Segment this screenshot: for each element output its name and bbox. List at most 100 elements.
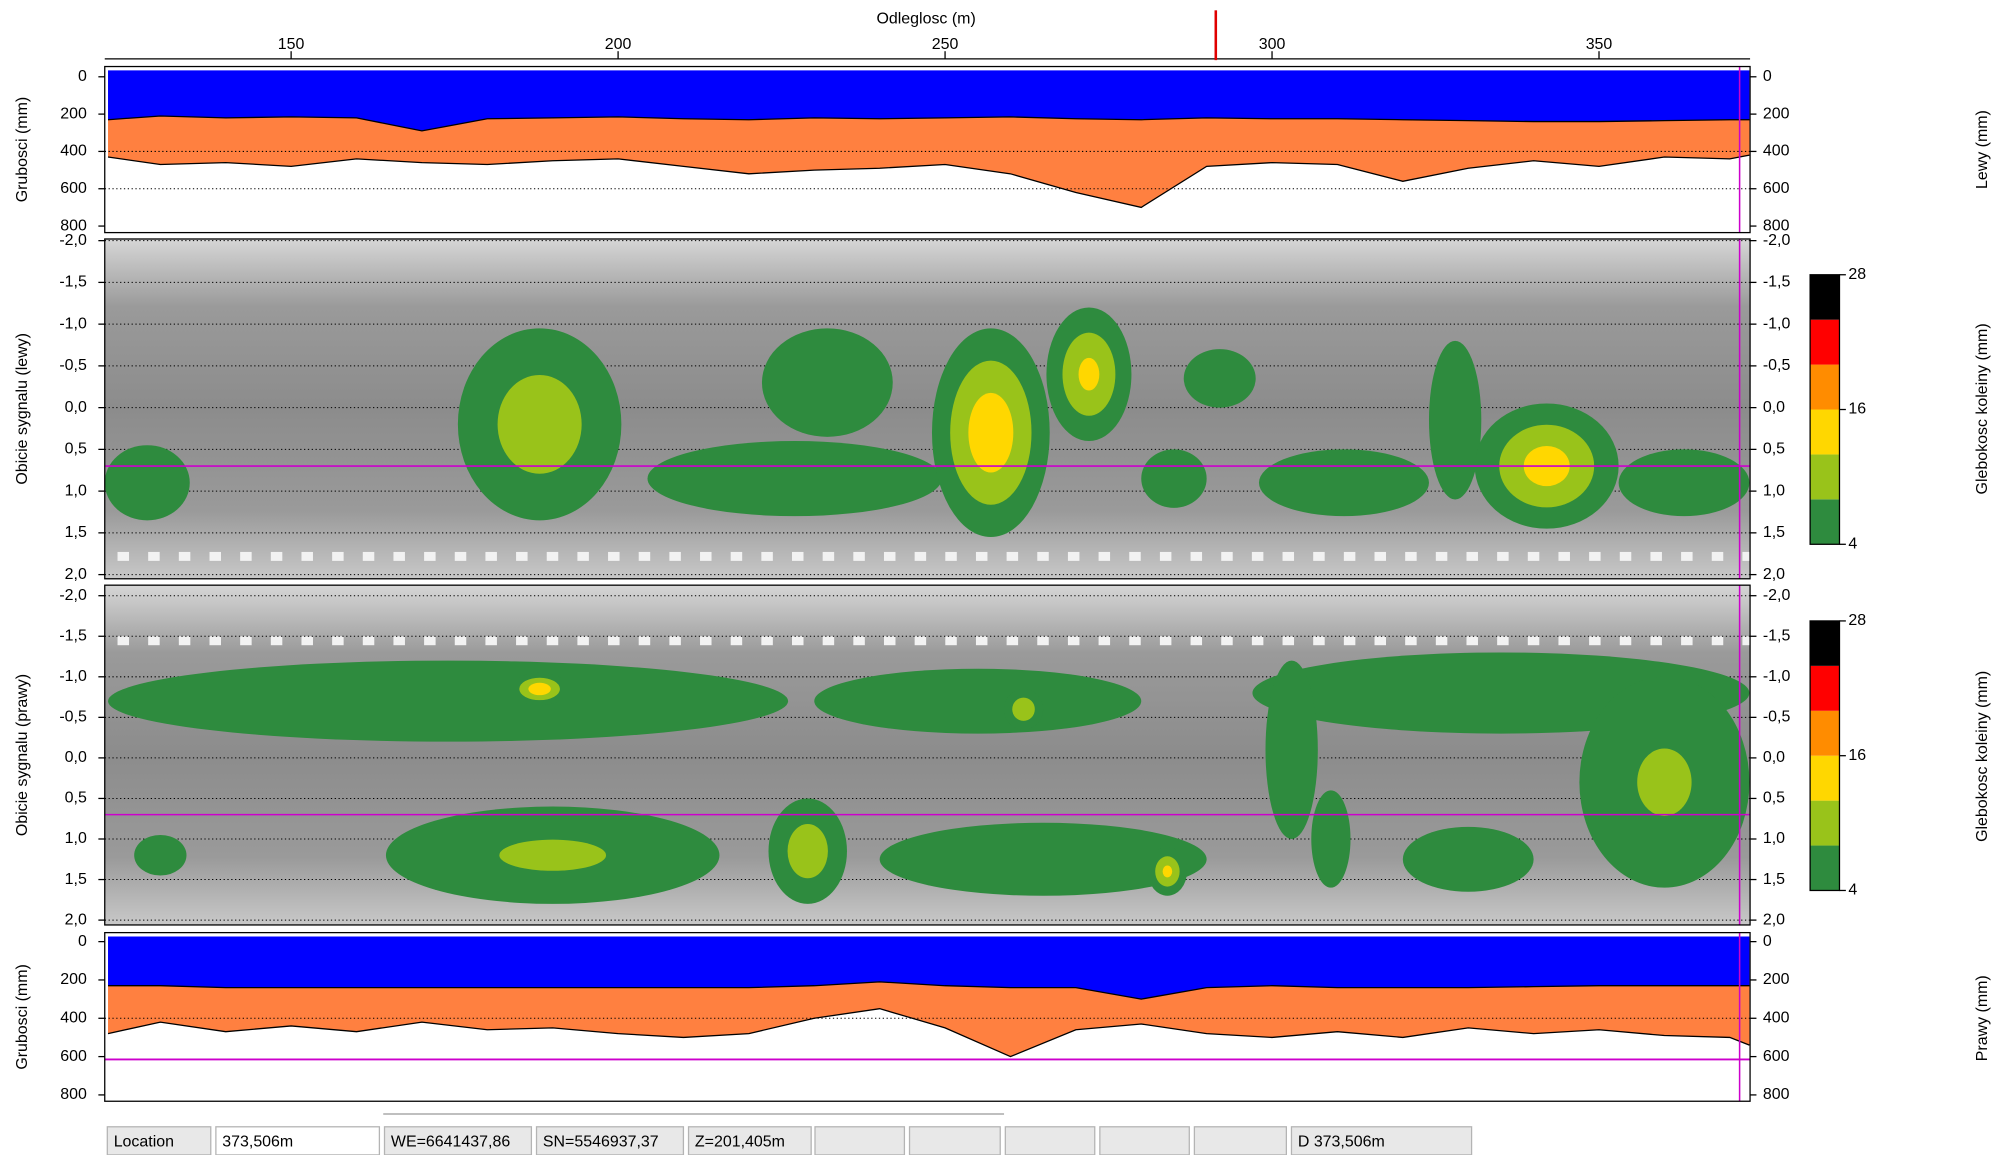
rut-blob [1429, 341, 1481, 500]
x-tick-label: 350 [1586, 36, 1613, 53]
y-tick-label: -1,0 [59, 668, 87, 685]
panel: 41628-2,0-2,0-1,5-1,5-1,0-1,0-0,5-0,50,0… [14, 232, 1991, 583]
status-cell [815, 1127, 904, 1155]
lane-mark [271, 552, 282, 561]
lane-mark [853, 552, 864, 561]
colorbar-segment [1810, 756, 1839, 801]
lane-mark [639, 552, 650, 561]
colorbar-segment [1810, 711, 1839, 756]
plot-area [105, 239, 1754, 579]
lane-mark [1068, 552, 1079, 561]
y-tick-label-right: 200 [1763, 105, 1790, 122]
screen: Odleglosc (m) 15020025030035000200200400… [0, 0, 2003, 1155]
lane-mark [240, 636, 251, 645]
lane-mark [1558, 552, 1569, 561]
lane-mark [148, 552, 159, 561]
lane-mark [547, 636, 558, 645]
y-tick-label-right: 1,0 [1763, 482, 1785, 499]
y-tick-label: 1,0 [65, 830, 87, 847]
y-tick-label-right: -0,5 [1763, 709, 1791, 726]
lane-mark [1558, 636, 1569, 645]
y-tick-label: 0,0 [65, 399, 87, 416]
lane-mark [118, 552, 129, 561]
rut-blob [105, 445, 190, 520]
rut-blob-level [498, 375, 582, 474]
y-tick-label-right: 0,5 [1763, 790, 1785, 807]
status-text: 373,506m [222, 1133, 293, 1150]
rut-blob [1141, 449, 1206, 507]
lane-mark [1375, 552, 1386, 561]
lane-mark [455, 636, 466, 645]
lane-mark [853, 636, 864, 645]
y-tick-label-right: 1,5 [1763, 524, 1785, 541]
x-axis-title: Odleglosc (m) [876, 10, 975, 27]
right-axis-title: Prawy (mm) [1974, 975, 1991, 1061]
rut-blob [1265, 661, 1317, 839]
y-tick-label-right: 0 [1763, 68, 1772, 85]
y-tick-label-right: 2,0 [1763, 911, 1785, 928]
lane-mark [1007, 552, 1018, 561]
lane-mark [1283, 636, 1294, 645]
y-tick-label-right: -1,5 [1763, 274, 1791, 291]
y-tick-label-right: 0,0 [1763, 399, 1785, 416]
colorbar-tick-label: 28 [1848, 266, 1866, 283]
rut-blob [1311, 790, 1350, 887]
lane-mark [1160, 636, 1171, 645]
lane-mark [761, 552, 772, 561]
lane-mark [516, 552, 527, 561]
lane-mark [1344, 636, 1355, 645]
y-axis-title: Grubosci (mm) [14, 97, 31, 202]
lane-mark [1129, 636, 1140, 645]
lane-mark [1099, 636, 1110, 645]
y-tick-label-right: -0,5 [1763, 357, 1791, 374]
right-axis-title: Glebokosc koleiny (mm) [1974, 671, 1991, 842]
lane-mark [1068, 636, 1079, 645]
x-tick-label: 250 [932, 36, 959, 53]
status-text: Z=201,405m [695, 1133, 785, 1150]
colorbar-segment [1810, 666, 1839, 711]
y-tick-label: -1,5 [59, 274, 87, 291]
lane-mark [332, 552, 343, 561]
lane-mark [209, 552, 220, 561]
y-tick-label-right: 2,0 [1763, 566, 1785, 583]
status-text: WE=6641437,86 [391, 1133, 510, 1150]
x-tick-label: 150 [278, 36, 305, 53]
lane-mark [1497, 552, 1508, 561]
lane-mark [1497, 636, 1508, 645]
y-axis-title: Obicie sygnalu (lewy) [14, 333, 31, 485]
y-tick-label-right: -1,0 [1763, 315, 1791, 332]
rut-blob [108, 661, 788, 742]
lane-mark [1466, 636, 1477, 645]
rut-blob [814, 669, 1141, 734]
y-tick-label: 1,0 [65, 482, 87, 499]
panel: 00200200400400600600800800Grubosci (mm)P… [14, 933, 1991, 1104]
plot-area [105, 585, 1754, 925]
y-tick-label-right: 200 [1763, 971, 1790, 988]
lane-mark [1221, 552, 1232, 561]
rut-blob-level [1163, 865, 1173, 877]
x-tick-label: 200 [605, 36, 632, 53]
lane-mark [1620, 636, 1631, 645]
lane-mark [301, 636, 312, 645]
rut-blob [648, 441, 942, 516]
lane-mark [823, 552, 834, 561]
lane-mark [424, 552, 435, 561]
lane-mark [424, 636, 435, 645]
lane-mark [1037, 552, 1048, 561]
lane-mark [393, 636, 404, 645]
right-axis-title: Glebokosc koleiny (mm) [1974, 323, 1991, 494]
lane-mark [792, 552, 803, 561]
status-cell [910, 1127, 1001, 1155]
rut-blob-level [968, 393, 1013, 473]
lane-mark [700, 636, 711, 645]
lane-mark [1712, 636, 1723, 645]
panel: 41628-2,0-2,0-1,5-1,5-1,0-1,0-0,5-0,50,0… [14, 585, 1991, 928]
rut-blob [762, 328, 893, 437]
y-tick-label-right: 1,0 [1763, 830, 1785, 847]
y-tick-label: 2,0 [65, 566, 87, 583]
lane-mark [639, 636, 650, 645]
lane-mark [1681, 636, 1692, 645]
y-tick-label-right: -2,0 [1763, 587, 1791, 604]
rut-blob-level [788, 824, 828, 878]
y-tick-label: 2,0 [65, 911, 87, 928]
